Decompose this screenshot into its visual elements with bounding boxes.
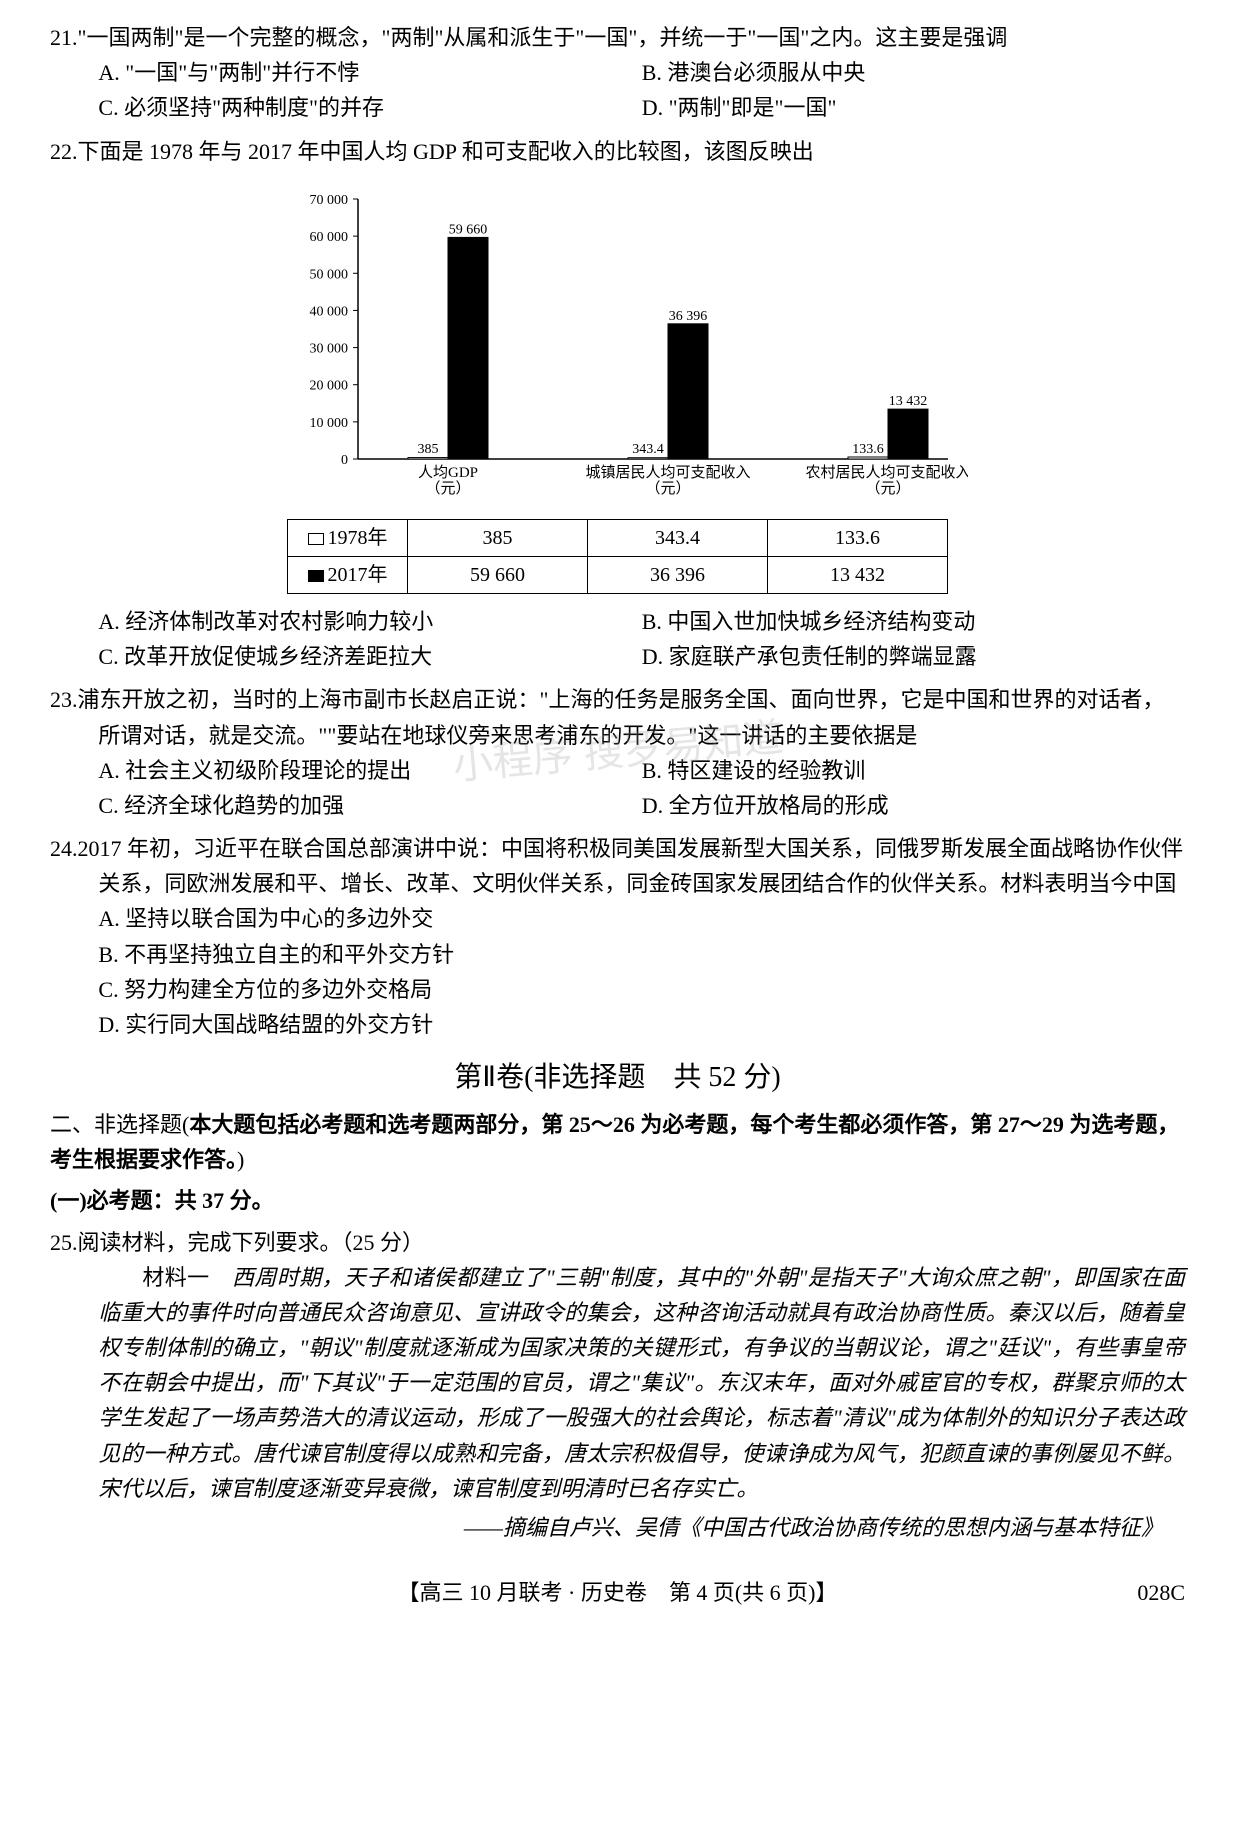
q24-optA: A. 坚持以联合国为中心的多边外交: [98, 901, 1185, 936]
svg-text:（元）: （元）: [865, 480, 910, 497]
section2-desc: 二、非选择题(本大题包括必考题和选考题两部分，第 25～26 为必考题，每个考生…: [50, 1107, 1185, 1177]
svg-text:20 000: 20 000: [309, 378, 348, 393]
q21-optB: B. 港澳台必须服从中央: [642, 55, 1185, 90]
q21-num: 21.: [50, 25, 78, 50]
q22-options: A. 经济体制改革对农村影响力较小 B. 中国入世加快城乡经济结构变动 C. 改…: [50, 604, 1185, 674]
svg-text:40 000: 40 000: [309, 304, 348, 319]
q24-text: 2017 年初，习近平在联合国总部演讲中说：中国将积极同美国发展新型大国关系，同…: [78, 836, 1184, 896]
q21-optA: A. "一国"与"两制"并行不悖: [98, 55, 641, 90]
q21-optD: D. "两制"即是"一国": [642, 90, 1185, 125]
q22-optA: A. 经济体制改革对农村影响力较小: [98, 604, 641, 639]
svg-text:133.6: 133.6: [852, 442, 884, 457]
q24-optD: D. 实行同大国战略结盟的外交方针: [98, 1007, 1185, 1042]
q21-stem: 21."一国两制"是一个完整的概念，"两制"从属和派生于"一国"，并统一于"一国…: [50, 20, 1185, 55]
svg-text:36 396: 36 396: [668, 309, 707, 324]
q22-chart: 0 10 000 20 000 30 000 40 000 50 000 60 000 70 …: [50, 179, 1185, 594]
q22-stem: 22.下面是 1978 年与 2017 年中国人均 GDP 和可支配收入的比较图…: [50, 134, 1185, 169]
q23-num: 23.: [50, 687, 78, 712]
q21-text: "一国两制"是一个完整的概念，"两制"从属和派生于"一国"，并统一于"一国"之内…: [78, 25, 1008, 50]
section2-sub1-text: (一)必考题：共 37 分。: [50, 1188, 274, 1213]
question-24: 24.2017 年初，习近平在联合国总部演讲中说：中国将积极同美国发展新型大国关…: [50, 831, 1185, 1042]
q23-stem: 23.浦东开放之初，当时的上海市副市长赵启正说："上海的任务是服务全国、面向世界…: [50, 682, 1185, 752]
section2-desc-prefix: 二、非选择题(: [50, 1112, 189, 1137]
svg-text:农村居民人均可支配收入: 农村居民人均可支配收入: [805, 464, 968, 481]
svg-text:60 000: 60 000: [309, 230, 348, 245]
svg-text:70 000: 70 000: [309, 193, 348, 208]
q23-optA: A. 社会主义初级阶段理论的提出: [98, 753, 641, 788]
svg-text:50 000: 50 000: [309, 267, 348, 282]
svg-text:59 660: 59 660: [448, 222, 487, 237]
svg-text:（元）: （元）: [645, 480, 690, 497]
q25-source: ——摘编自卢兴、吴倩《中国古代政治协商传统的思想内涵与基本特征》: [50, 1510, 1185, 1545]
q22-num: 22.: [50, 139, 78, 164]
q23-text: 浦东开放之初，当时的上海市副市长赵启正说："上海的任务是服务全国、面向世界，它是…: [78, 687, 1165, 747]
section2-title: 第Ⅱ卷(非选择题 共 52 分): [50, 1056, 1185, 1101]
q24-options: A. 坚持以联合国为中心的多边外交 B. 不再坚持独立自主的和平外交方针 C. …: [50, 901, 1185, 1042]
svg-text:30 000: 30 000: [309, 341, 348, 356]
q23-options: A. 社会主义初级阶段理论的提出 B. 特区建设的经验教训 C. 经济全球化趋势…: [50, 753, 1185, 823]
section2-sub1: (一)必考题：共 37 分。: [50, 1183, 1185, 1218]
footer-main: 【高三 10 月联考 · 历史卷 第 4 页(共 6 页)】: [398, 1580, 838, 1605]
q25-mat-body: 西周时期，天子和诸侯都建立了"三朝"制度，其中的"外朝"是指天子"大询众庶之朝"…: [98, 1265, 1185, 1501]
svg-text:人均GDP: 人均GDP: [417, 464, 477, 481]
bar-chart-svg: 0 10 000 20 000 30 000 40 000 50 000 60 000 70 …: [268, 179, 968, 509]
svg-text:城镇居民人均可支配收入: 城镇居民人均可支配收入: [585, 464, 750, 481]
q25-stem: 25.阅读材料，完成下列要求。（25 分）: [50, 1225, 1185, 1260]
q25-num: 25.: [50, 1230, 78, 1255]
q21-optC: C. 必须坚持"两种制度"的并存: [98, 90, 641, 125]
q25-mat-label: 材料一: [142, 1265, 209, 1290]
svg-text:10 000: 10 000: [309, 416, 348, 431]
q22-optD: D. 家庭联产承包责任制的弊端显露: [642, 639, 1185, 674]
footer-code: 028C: [1137, 1575, 1185, 1610]
question-25: 25.阅读材料，完成下列要求。（25 分） 材料一 西周时期，天子和诸侯都建立了…: [50, 1225, 1185, 1546]
svg-text:0: 0: [341, 453, 348, 468]
q24-num: 24.: [50, 836, 78, 861]
q21-options: A. "一国"与"两制"并行不悖 B. 港澳台必须服从中央 C. 必须坚持"两种…: [50, 55, 1185, 125]
q25-text: 阅读材料，完成下列要求。（25 分）: [78, 1230, 425, 1255]
q22-optB: B. 中国入世加快城乡经济结构变动: [642, 604, 1185, 639]
q22-optC: C. 改革开放促使城乡经济差距拉大: [98, 639, 641, 674]
q24-optB: B. 不再坚持独立自主的和平外交方针: [98, 937, 1185, 972]
svg-text:385: 385: [417, 442, 438, 457]
q23-optD: D. 全方位开放格局的形成: [642, 788, 1185, 823]
q25-material: 材料一 西周时期，天子和诸侯都建立了"三朝"制度，其中的"外朝"是指天子"大询众…: [50, 1260, 1185, 1506]
question-21: 21."一国两制"是一个完整的概念，"两制"从属和派生于"一国"，并统一于"一国…: [50, 20, 1185, 126]
svg-text:343.4: 343.4: [632, 442, 664, 457]
section2-desc-bold: 本大题包括必考题和选考题两部分，第 25～26 为必考题，每个考生都必须作答，第…: [50, 1112, 1179, 1172]
chart-data-table: 1978年385343.4133.62017年59 66036 39613 43…: [287, 519, 948, 594]
q23-optB: B. 特区建设的经验教训: [642, 753, 1185, 788]
question-23: 23.浦东开放之初，当时的上海市副市长赵启正说："上海的任务是服务全国、面向世界…: [50, 682, 1185, 823]
q23-optC: C. 经济全球化趋势的加强: [98, 788, 641, 823]
q24-stem: 24.2017 年初，习近平在联合国总部演讲中说：中国将积极同美国发展新型大国关…: [50, 831, 1185, 901]
page-footer: 【高三 10 月联考 · 历史卷 第 4 页(共 6 页)】 028C: [50, 1575, 1185, 1610]
q24-optC: C. 努力构建全方位的多边外交格局: [98, 972, 1185, 1007]
svg-text:（元）: （元）: [425, 480, 470, 497]
section2-desc-suffix: ): [237, 1147, 244, 1172]
question-22: 22.下面是 1978 年与 2017 年中国人均 GDP 和可支配收入的比较图…: [50, 134, 1185, 675]
svg-text:13 432: 13 432: [888, 394, 927, 409]
q22-text: 下面是 1978 年与 2017 年中国人均 GDP 和可支配收入的比较图，该图…: [78, 139, 814, 164]
